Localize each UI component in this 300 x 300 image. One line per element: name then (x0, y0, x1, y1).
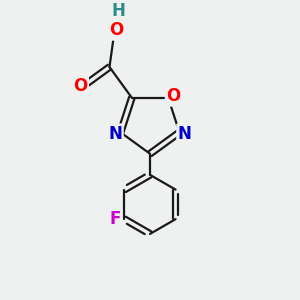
Text: N: N (109, 125, 122, 143)
Text: O: O (166, 87, 180, 105)
Text: N: N (178, 125, 191, 143)
Text: H: H (112, 2, 125, 20)
Text: O: O (109, 21, 123, 39)
Text: O: O (74, 77, 88, 95)
Text: F: F (110, 210, 121, 228)
